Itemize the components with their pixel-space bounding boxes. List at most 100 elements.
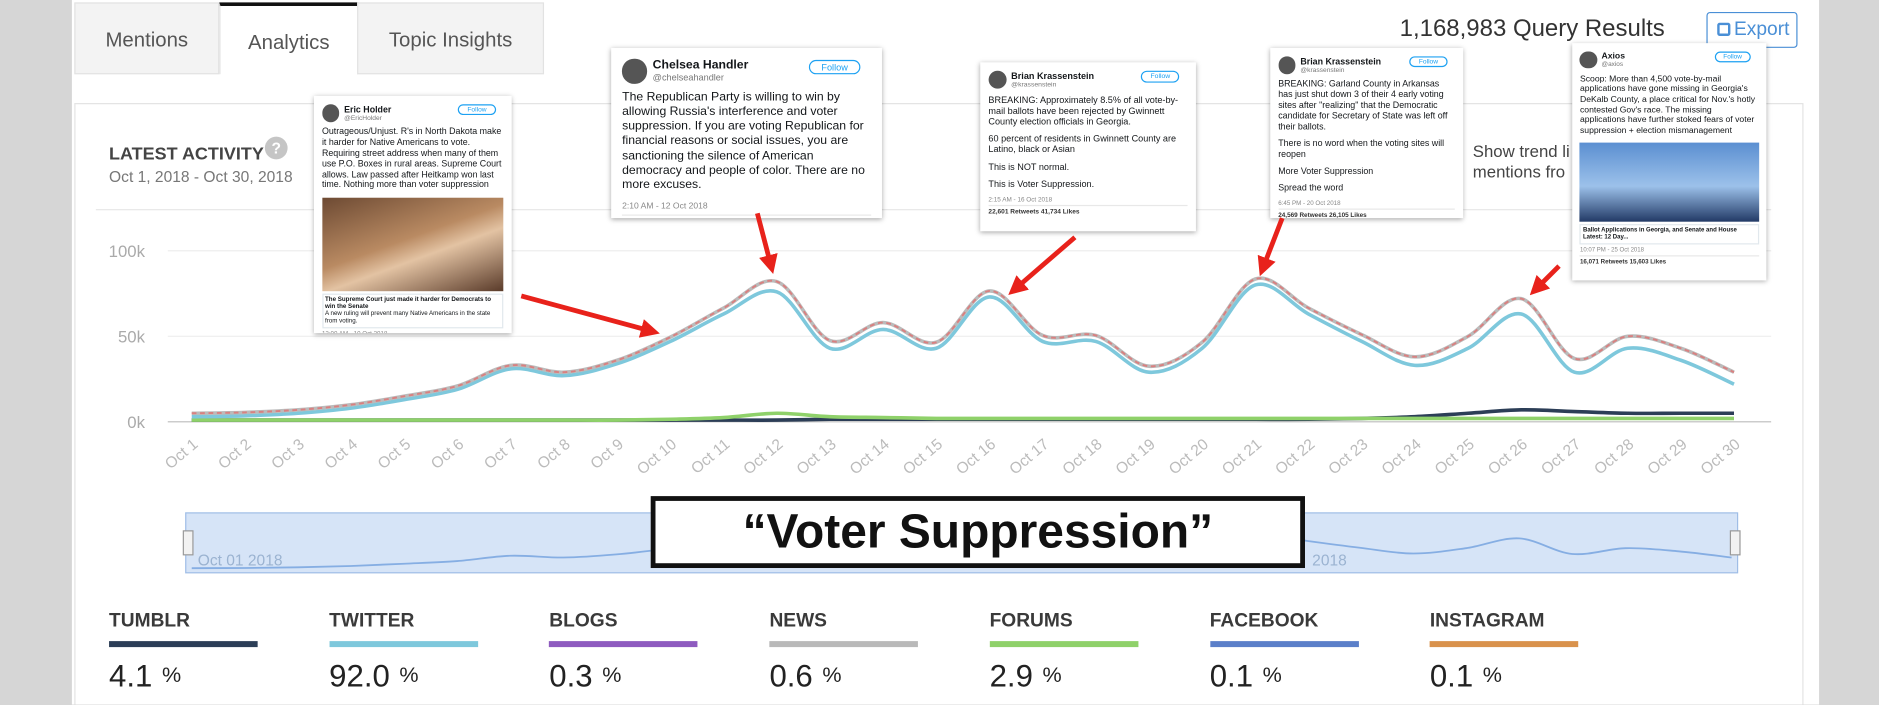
tweet-stats: 16,071 Retweets 15,603 Likes	[1579, 255, 1759, 266]
author-handle: @krassenstein	[1011, 81, 1057, 89]
tweet-image	[1579, 142, 1759, 222]
stat-value: 2.9%	[989, 657, 1062, 694]
tweet-time: 10:07 PM - 25 Oct 2018	[1579, 246, 1644, 254]
author-name: Chelsea Handler	[652, 59, 749, 73]
x-tick-label: Oct 13	[794, 436, 840, 479]
author-name: Axios	[1601, 50, 1625, 62]
avatar	[988, 70, 1007, 89]
navigator-end-label: 2018	[1312, 553, 1347, 570]
stat-unit: %	[1482, 662, 1502, 687]
activity-panel	[74, 103, 1804, 705]
navigator-handle[interactable]	[1729, 530, 1741, 556]
navigator-handle[interactable]	[182, 530, 194, 556]
tweet-text: More Voter Suppression	[1278, 164, 1374, 176]
stat-label: FORUMS	[989, 611, 1073, 632]
author: Eric Holder @EricHolder	[344, 104, 391, 122]
tweet-stats: 22,601 Retweets 41,734 Likes	[988, 205, 1188, 216]
follow-button[interactable]: Follow	[1409, 56, 1448, 68]
tweet-text: 60 percent of residents in Gwinnett Coun…	[988, 133, 1177, 155]
x-tick-label: Oct 23	[1325, 436, 1371, 479]
x-tick-label: Oct 27	[1538, 436, 1584, 479]
tweet-time: 12:00 AM - 10 Oct 2018	[322, 331, 504, 334]
stat-value: 0.1%	[1209, 657, 1282, 694]
stat-bar	[329, 641, 478, 648]
tweet-text: This is Voter Suppression.	[988, 178, 1095, 190]
help-icon[interactable]: ?	[264, 136, 288, 160]
date-range: Oct 1, 2018 - Oct 30, 2018	[109, 167, 293, 186]
x-tick-label: Oct 21	[1219, 436, 1265, 479]
x-tick-label: Oct 3	[268, 436, 307, 473]
query-results: 1,168,983 Query Results	[1399, 15, 1665, 42]
stat-label: INSTAGRAM	[1429, 611, 1545, 632]
follow-button[interactable]: Follow	[458, 104, 496, 116]
x-tick-label: Oct 9	[588, 436, 627, 473]
x-tick-label: Oct 12	[740, 436, 786, 479]
tweet-image	[321, 197, 504, 291]
stat-item: INSTAGRAM 0.1%	[1429, 611, 1579, 695]
x-tick-label: Oct 14	[847, 436, 893, 479]
x-tick-label: Oct 8	[534, 436, 573, 473]
tweet-text: BREAKING: Approximately 8.5% of all vote…	[988, 94, 1179, 127]
stat-bar	[549, 641, 698, 648]
panel-title: LATEST ACTIVITY	[109, 143, 264, 165]
follow-button[interactable]: Follow	[809, 59, 860, 75]
follow-button[interactable]: Follow	[1141, 71, 1180, 83]
x-tick-label: Oct 10	[634, 436, 680, 479]
x-tick-label: Oct 1	[162, 436, 201, 473]
tweet-stats: 24,569 Retweets 26,105 Likes	[1278, 208, 1456, 218]
tweet-time: 2:15 AM - 16 Oct 2018	[988, 196, 1053, 204]
stat-unit: %	[161, 662, 182, 687]
tab[interactable]: Mentions	[74, 2, 220, 75]
link-card: The Supreme Court just made it harder fo…	[321, 293, 504, 329]
tweet-card: Chelsea Handler @chelseahandler Follow The …	[611, 47, 882, 219]
x-tick-label: Oct 29	[1645, 436, 1691, 479]
stat-value: 0.1%	[1429, 657, 1502, 694]
tweet-text: BREAKING: Garland County in Arkansas has…	[1278, 78, 1448, 132]
stat-unit: %	[822, 662, 842, 687]
trend-hint-line: mentions fro	[1472, 161, 1566, 181]
tweet-card: Axios @axios Follow Scoop: More than 4,500 …	[1572, 43, 1767, 281]
author: Axios @axios	[1602, 51, 1625, 69]
avatar	[1579, 51, 1598, 69]
x-tick-label: Oct 24	[1379, 436, 1425, 479]
stat-bar	[1209, 641, 1359, 648]
stat-bar	[769, 641, 919, 648]
stat-item: FACEBOOK 0.1%	[1209, 611, 1359, 695]
author-handle: @chelseahandler	[652, 72, 724, 84]
x-tick-label: Oct 2	[215, 436, 254, 473]
x-tick-label: Oct 30	[1698, 436, 1744, 479]
tweet-text: There is no word when the voting sites w…	[1278, 137, 1445, 159]
stat-value: 4.1%	[109, 657, 182, 694]
tweet-header: Axios @axios Follow	[1579, 51, 1759, 69]
x-tick-label: Oct 20	[1166, 436, 1212, 479]
author: Chelsea Handler @chelseahandler	[653, 59, 749, 83]
avatar	[622, 58, 647, 84]
stat-item: TUMBLR 4.1%	[109, 611, 258, 695]
tweet-time: 2:10 AM - 12 Oct 2018	[622, 201, 708, 212]
tweet-card: Brian Krassenstein @krassenstein Follow BRE…	[980, 62, 1196, 232]
stat-value: 0.3%	[549, 657, 622, 694]
x-tick-label: Oct 19	[1113, 436, 1159, 479]
stat-bar	[1429, 641, 1579, 648]
stat-item: BLOGS 0.3%	[549, 611, 698, 695]
tweet-text: Outrageous/Unjust. R's in North Dakota m…	[321, 125, 502, 190]
x-tick-label: Oct 17	[1006, 436, 1052, 479]
x-tick-label: Oct 5	[375, 436, 414, 473]
stat-unit: %	[399, 662, 419, 687]
tweet-header: Brian Krassenstein @krassenstein Follow	[988, 70, 1187, 89]
stat-bar	[109, 641, 258, 648]
tweet-text: Scoop: More than 4,500 vote-by-mail appl…	[1579, 72, 1756, 136]
link-card-title: Ballot Applications in Georgia, and Sena…	[1582, 226, 1737, 242]
series-line	[191, 411, 1734, 422]
stat-unit: %	[1042, 662, 1062, 687]
tweet-text: Spread the word	[1278, 181, 1344, 193]
x-tick-label: Oct 25	[1432, 436, 1478, 479]
tab[interactable]: Topic Insights	[357, 2, 545, 75]
tweet-header: Brian Krassenstein @krassenstein Follow	[1278, 56, 1455, 74]
stat-item: TWITTER 92.0%	[329, 611, 478, 695]
avatar	[321, 103, 340, 122]
stat-label: TUMBLR	[109, 611, 190, 632]
tweet-header: Eric Holder @EricHolder Follow	[321, 103, 504, 122]
follow-button[interactable]: Follow	[1714, 51, 1751, 63]
